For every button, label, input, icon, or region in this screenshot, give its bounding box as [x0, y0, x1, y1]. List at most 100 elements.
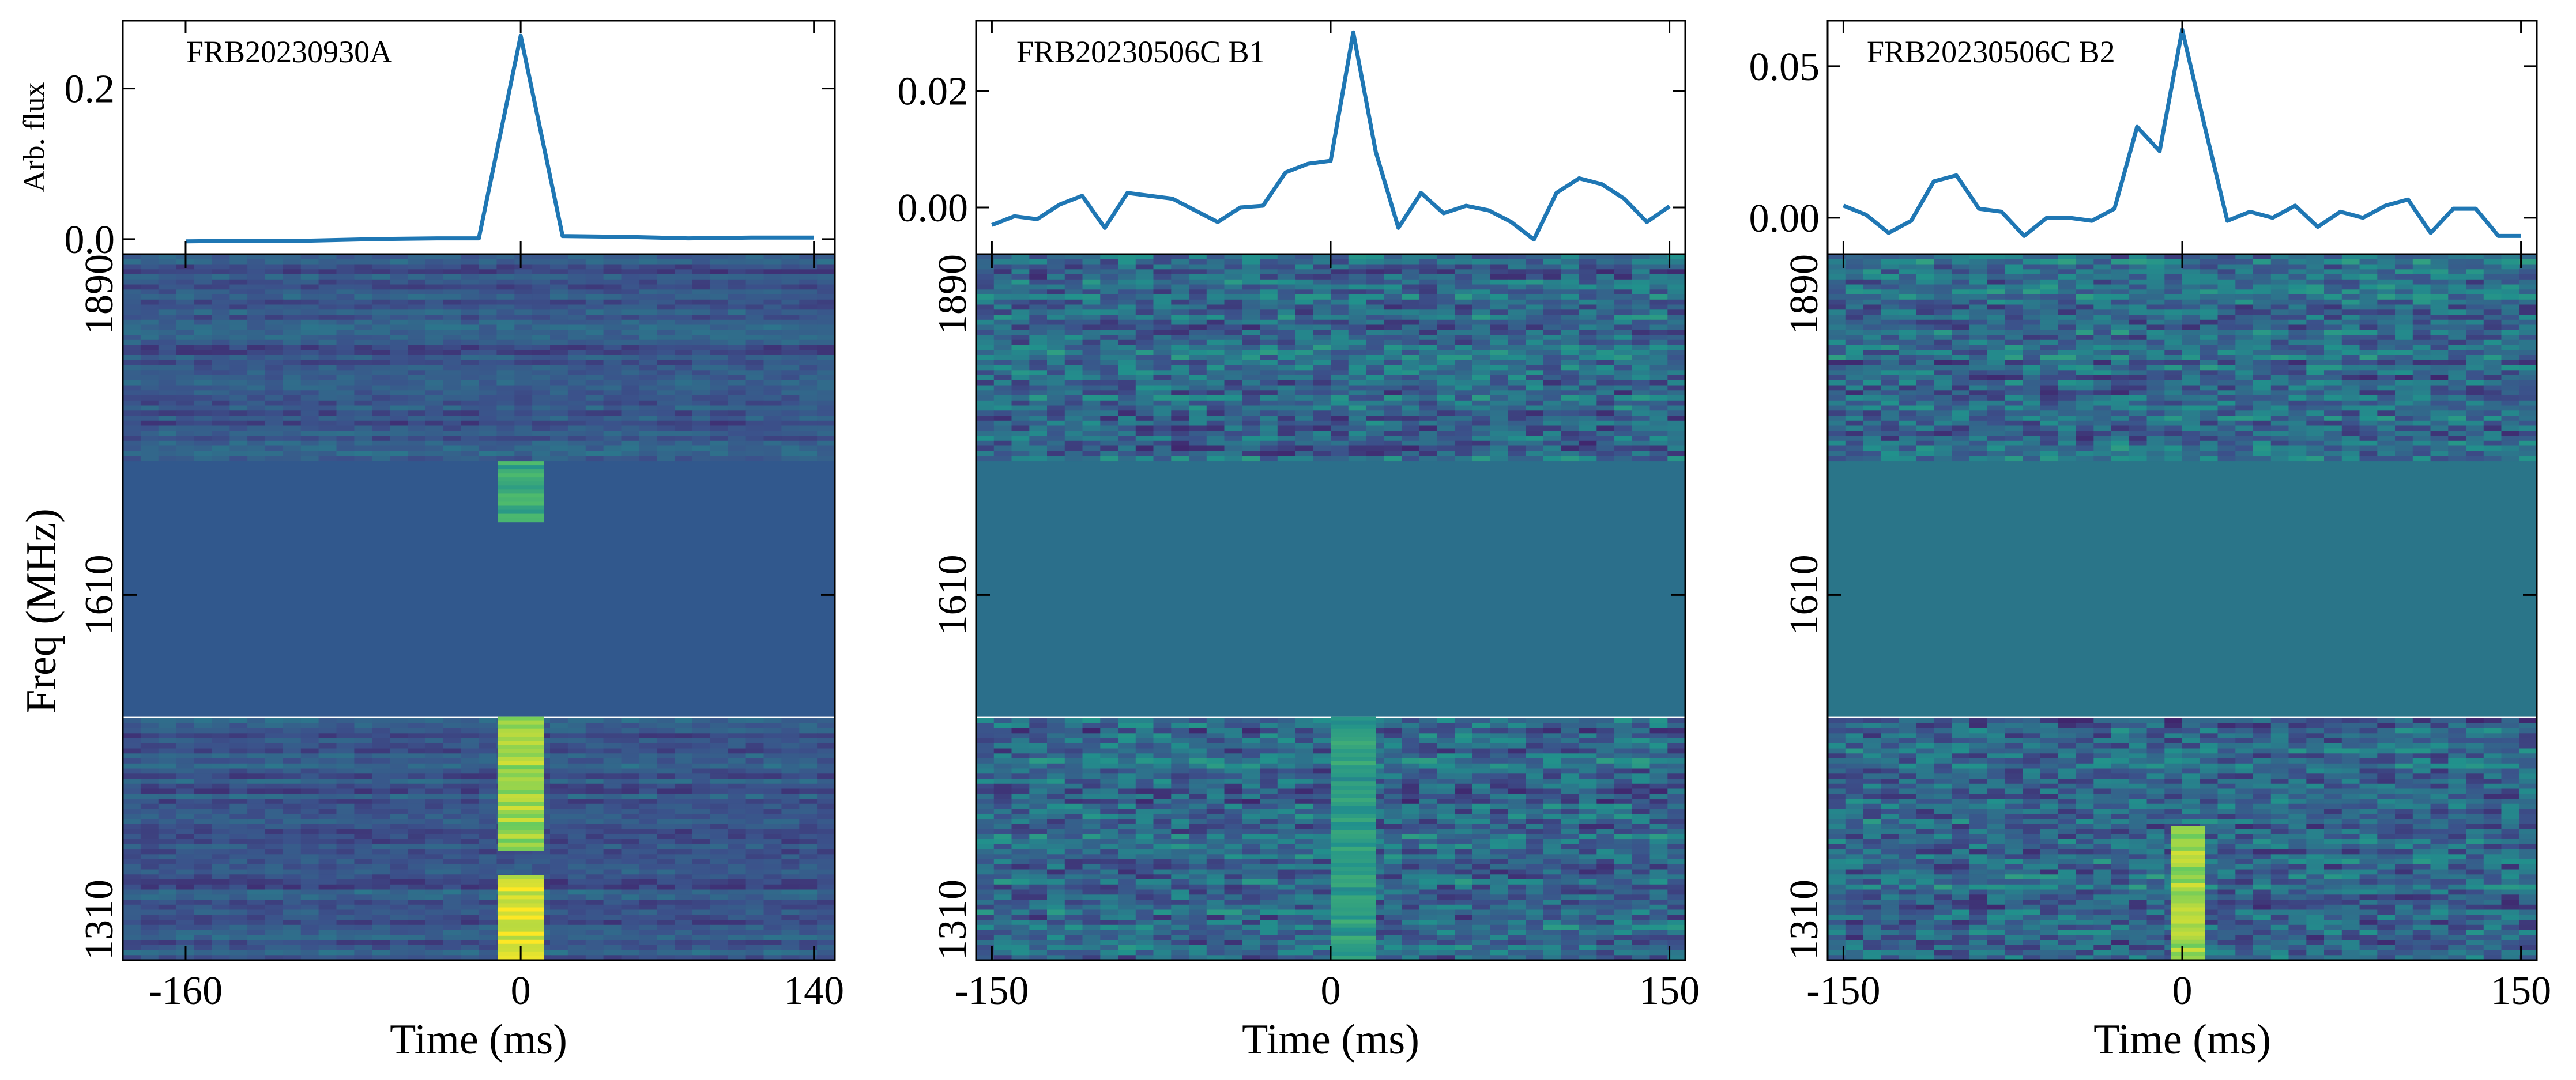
waterfall-cell [603, 319, 622, 326]
waterfall-cell [728, 920, 747, 926]
waterfall-cell [799, 339, 818, 346]
waterfall-cell [461, 390, 480, 396]
waterfall-cell [372, 330, 390, 335]
waterfall-cell [550, 748, 568, 754]
waterfall-cell [1277, 385, 1296, 391]
waterfall-cell [1313, 335, 1331, 341]
waterfall-cell [1543, 405, 1562, 411]
waterfall-cell [1011, 370, 1030, 376]
waterfall-cell [1242, 380, 1260, 386]
waterfall-cell [336, 436, 355, 441]
waterfall-cell [1277, 324, 1296, 331]
waterfall-cell [408, 385, 426, 391]
waterfall-cell [993, 345, 1012, 351]
waterfall-cell [763, 743, 782, 749]
waterfall-cell [692, 748, 711, 754]
waterfall-cell [532, 345, 551, 351]
waterfall-cell [745, 380, 764, 386]
burst-signal-cell [498, 875, 544, 879]
waterfall-cell [1029, 294, 1048, 300]
waterfall-cell [336, 284, 355, 290]
waterfall-cell [265, 869, 284, 875]
waterfall-cell [176, 420, 195, 426]
waterfall-cell [158, 763, 177, 769]
waterfall-cell [993, 350, 1012, 356]
waterfall-cell [692, 420, 711, 426]
waterfall-cell [390, 294, 408, 300]
waterfall-cell [461, 874, 480, 880]
waterfall-cell [639, 395, 658, 401]
waterfall-cell [283, 431, 302, 436]
waterfall-cell [692, 410, 711, 416]
waterfall-cell [728, 254, 747, 260]
waterfall-cell [1295, 254, 1314, 260]
waterfall-cell [1526, 390, 1544, 396]
waterfall-cell [728, 854, 747, 860]
waterfall-cell [1472, 299, 1491, 305]
waterfall-cell [408, 940, 426, 946]
waterfall-cell [1189, 324, 1207, 331]
waterfall-cell [657, 254, 675, 260]
waterfall-cell [247, 864, 266, 870]
waterfall-cell [817, 345, 835, 351]
waterfall-cell [1100, 299, 1118, 305]
waterfall-cell [745, 425, 764, 432]
waterfall-cell [1402, 330, 1420, 335]
waterfall-cell [1206, 355, 1225, 361]
waterfall-cell [799, 279, 818, 285]
waterfall-cell [158, 269, 177, 275]
waterfall-cell [408, 779, 426, 784]
waterfall-cell [318, 395, 337, 401]
waterfall-cell [318, 425, 337, 432]
waterfall-cell [443, 451, 462, 456]
waterfall-cell [799, 803, 818, 810]
waterfall-cell [1419, 259, 1438, 265]
waterfall-cell [657, 390, 675, 396]
waterfall-cell [1153, 410, 1172, 416]
waterfall-cell [745, 304, 764, 311]
waterfall-cell [1260, 289, 1278, 295]
waterfall-cell [1082, 400, 1101, 406]
waterfall-cell [657, 360, 675, 366]
waterfall-cell [372, 390, 390, 396]
waterfall-cell [1153, 299, 1172, 305]
waterfall-cell [1366, 360, 1385, 366]
waterfall-cell [514, 264, 533, 270]
waterfall-cell [300, 456, 319, 462]
waterfall-cell [1543, 335, 1562, 341]
waterfall-cell [318, 839, 337, 845]
waterfall-cell [745, 259, 764, 265]
waterfall-cell [176, 324, 195, 331]
waterfall-cell [1579, 279, 1598, 285]
waterfall-cell [408, 859, 426, 865]
waterfall-cell [479, 345, 498, 351]
waterfall-cell [639, 834, 658, 840]
waterfall-cell [443, 920, 462, 926]
waterfall-cell [639, 743, 658, 749]
waterfall-cell [1632, 400, 1651, 406]
waterfall-cell [176, 799, 195, 805]
waterfall-cell [318, 451, 337, 456]
waterfall-cell [247, 824, 266, 830]
waterfall-cell [247, 758, 266, 764]
waterfall-cell [283, 829, 302, 835]
waterfall-cell [390, 339, 408, 346]
waterfall-cell [675, 431, 693, 436]
waterfall-cell [1135, 254, 1154, 260]
waterfall-cell [993, 279, 1012, 285]
waterfall-cell [603, 955, 622, 961]
waterfall-cell [408, 743, 426, 749]
waterfall-cell [567, 380, 586, 386]
waterfall-cell [585, 773, 604, 779]
waterfall-cell [336, 723, 355, 729]
waterfall-cell [585, 783, 604, 790]
waterfall-cell [390, 445, 408, 452]
waterfall-cell [692, 753, 711, 759]
waterfall-cell [212, 385, 231, 391]
waterfall-cell [692, 940, 711, 946]
waterfall-cell [675, 874, 693, 880]
waterfall-cell [1011, 365, 1030, 371]
waterfall-cell [247, 874, 266, 880]
waterfall-cell [1100, 400, 1118, 406]
waterfall-cell [461, 773, 480, 779]
